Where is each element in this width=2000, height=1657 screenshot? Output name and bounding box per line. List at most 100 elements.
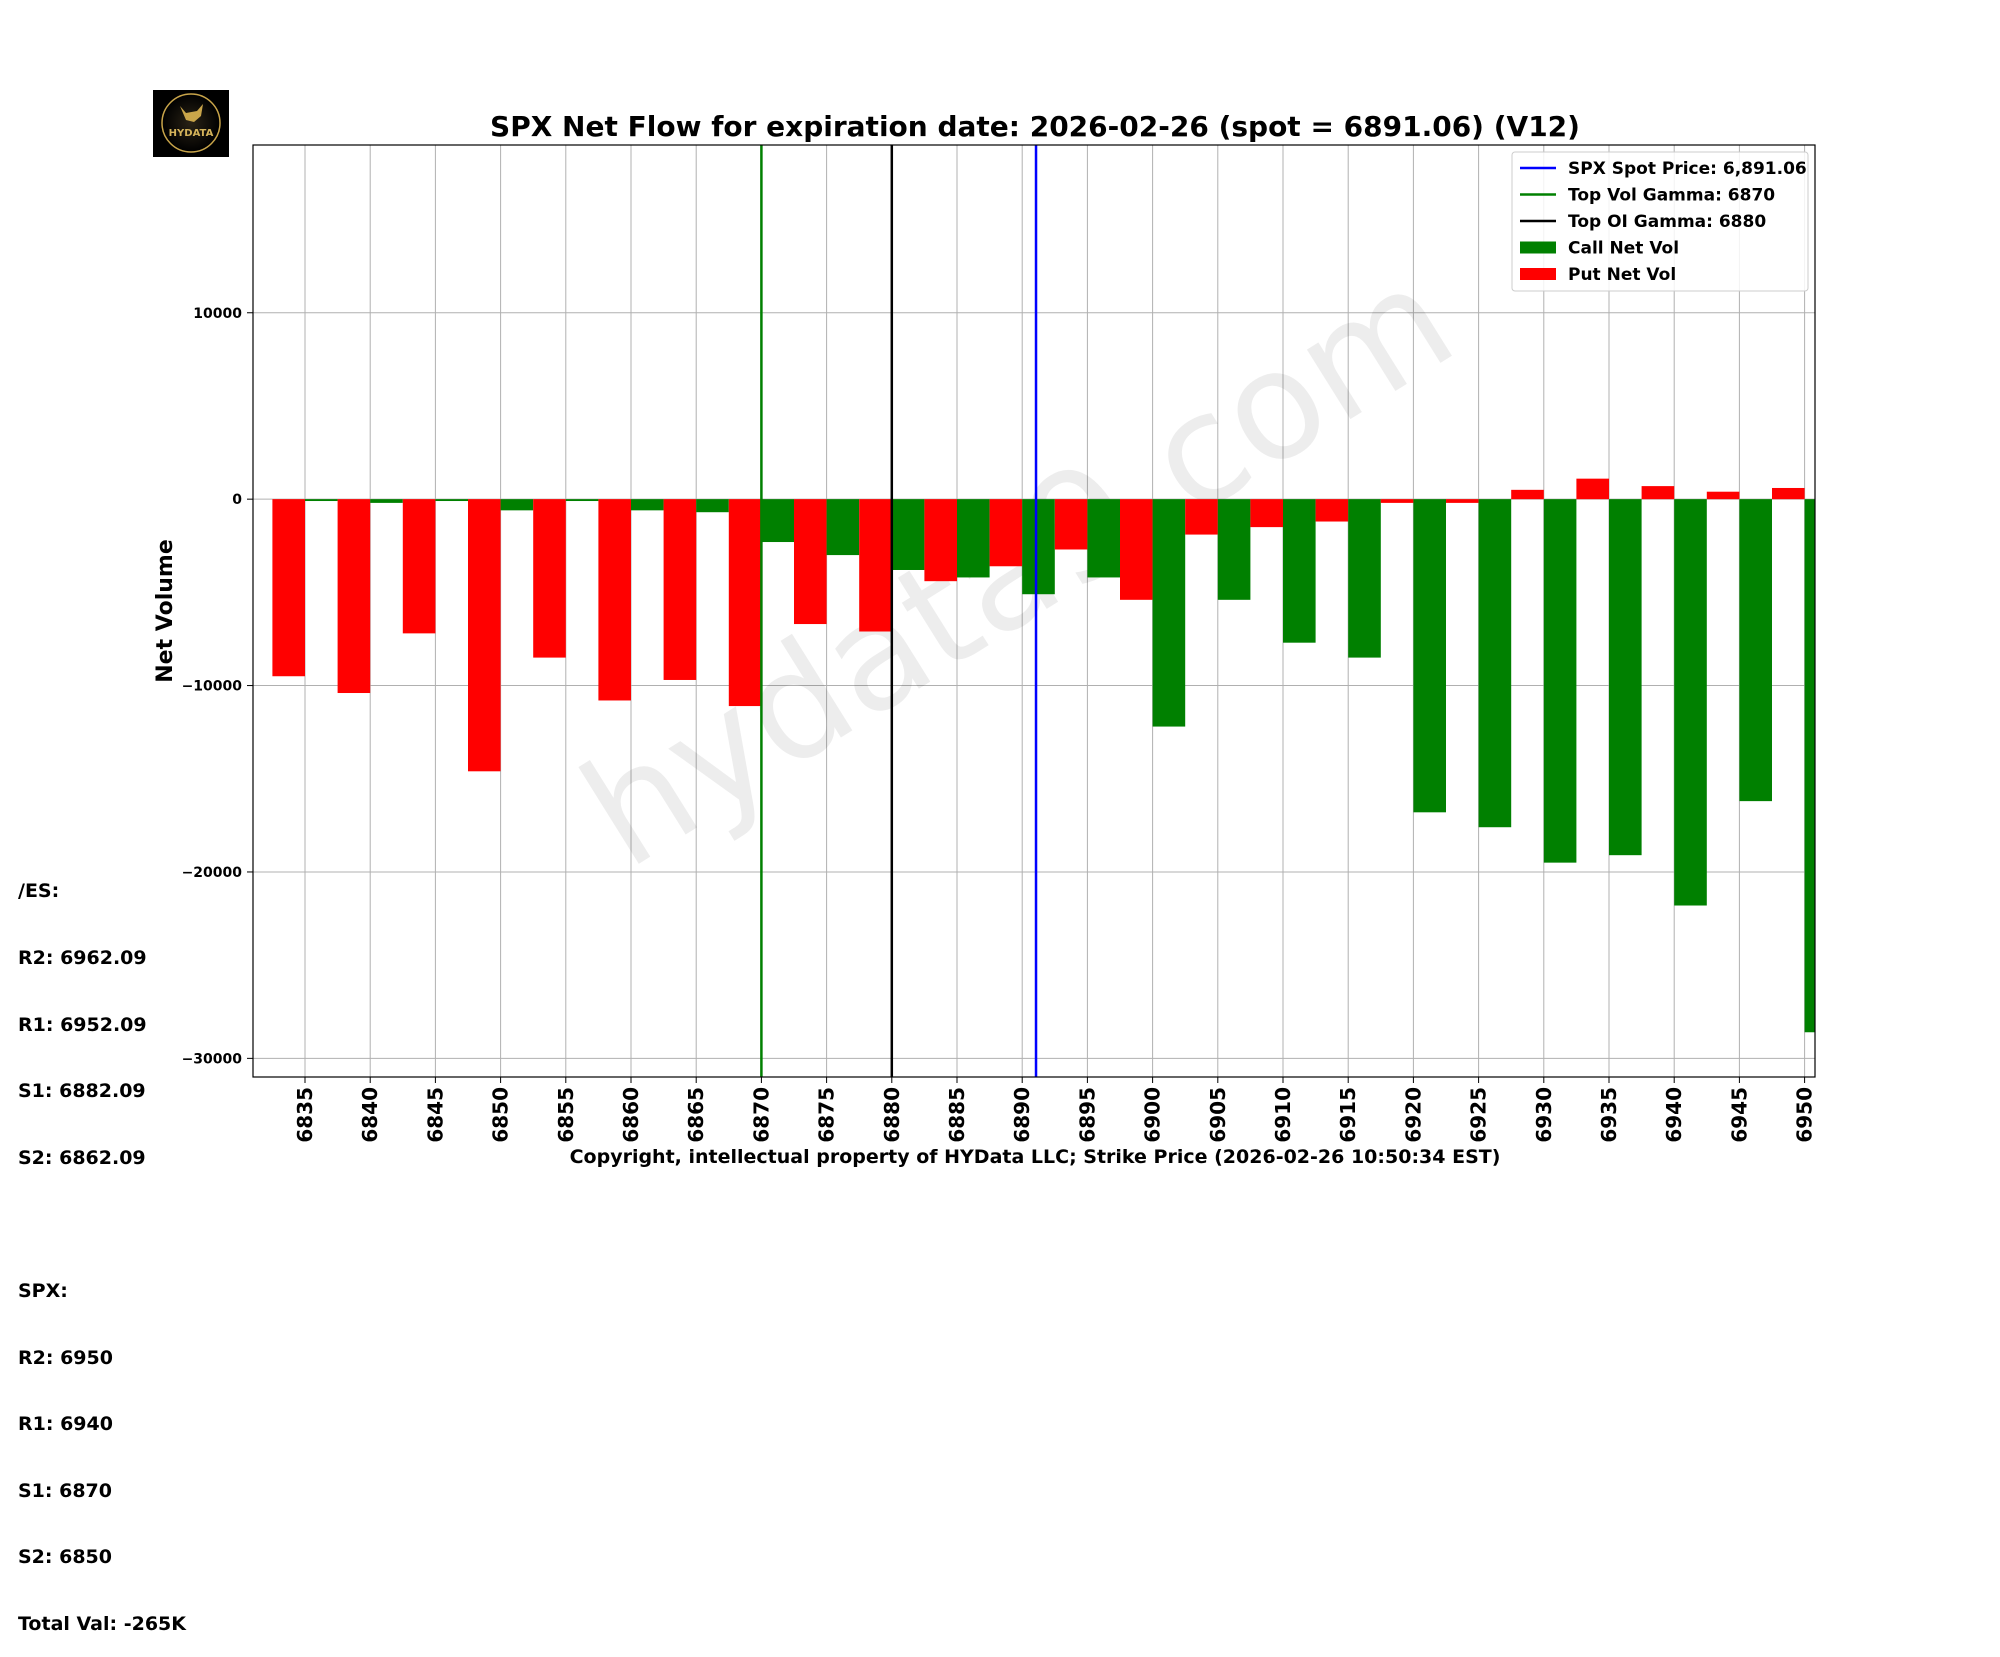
call-bar-6905 [1217, 499, 1251, 600]
bars [272, 478, 1815, 1033]
x-tick-label: 6920 [1401, 1087, 1425, 1143]
put-bar-6885 [924, 499, 957, 582]
reference-lines [760, 145, 1038, 1077]
x-tick-label: 6930 [1532, 1087, 1556, 1143]
put-bar-6845 [402, 499, 436, 634]
put-bar-6850 [468, 499, 501, 772]
put-bar-6910 [1250, 499, 1283, 528]
svg-text:HYDATA: HYDATA [169, 128, 214, 139]
hydata-logo: HYDATA [153, 90, 229, 157]
x-tick-label: 6885 [945, 1087, 969, 1143]
put-bar-6900 [1120, 499, 1153, 600]
es-r1: R1: 6952.09 [18, 1013, 147, 1036]
call-bar-6935 [1609, 499, 1642, 856]
x-tick-label: 6915 [1336, 1087, 1360, 1143]
legend-label: Put Net Vol [1568, 265, 1676, 285]
put-bar-6905 [1185, 499, 1218, 535]
spacer [18, 1213, 186, 1235]
x-tick-label: 6875 [815, 1087, 839, 1143]
call-bar-6915 [1348, 499, 1381, 658]
call-bar-6930 [1543, 499, 1577, 863]
put-bar-6920 [1380, 499, 1414, 503]
x-tick-label: 6870 [749, 1087, 773, 1143]
x-tick-label: 6950 [1793, 1087, 1817, 1143]
chart-title: SPX Net Flow for expiration date: 2026-0… [490, 110, 1580, 143]
put-bar-6930 [1511, 489, 1544, 500]
put-bar-6950 [1772, 487, 1805, 500]
x-tick-label: 6925 [1467, 1087, 1491, 1143]
x-tick-label: 6900 [1141, 1087, 1165, 1143]
x-tick-label: 6865 [684, 1087, 708, 1143]
put-bar-6855 [533, 499, 566, 658]
put-bar-6895 [1054, 499, 1088, 550]
spx-r1: R1: 6940 [18, 1413, 113, 1436]
spx-r2: R2: 6950 [18, 1346, 113, 1369]
call-bar-6920 [1413, 499, 1446, 813]
levels-panel: /ES: R2: 6962.09 R1: 6952.09 S1: 6882.09… [18, 836, 186, 1657]
y-axis-label: Net Volume [153, 539, 178, 683]
put-bar-6935 [1576, 478, 1609, 500]
x-tick-label: 6845 [423, 1087, 447, 1143]
call-bar-6855 [565, 499, 599, 502]
call-bar-6835 [305, 499, 338, 502]
call-bar-6845 [435, 499, 468, 502]
legend-patch-swatch [1520, 241, 1556, 254]
put-bar-6890 [989, 499, 1023, 567]
legend-label: SPX Spot Price: 6,891.06 [1568, 159, 1807, 179]
call-bar-6900 [1152, 499, 1186, 727]
es-r2: R2: 6962.09 [18, 947, 147, 969]
put-bar-6835 [272, 499, 305, 677]
call-bar-6850 [500, 499, 534, 511]
legend-label: Call Net Vol [1568, 239, 1679, 259]
call-bar-6885 [957, 499, 990, 578]
x-tick-label: 6895 [1075, 1087, 1099, 1143]
put-bar-6875 [794, 499, 827, 625]
y-tick-label: −30000 [182, 1051, 243, 1067]
legend-patch-swatch [1520, 268, 1556, 280]
legend: SPX Spot Price: 6,891.06 Top Vol Gamma: 6… [1511, 151, 1809, 292]
spx-s1: S1: 6870 [18, 1479, 112, 1502]
x-tick-label: 6940 [1662, 1087, 1686, 1143]
x-tick-label: 6905 [1206, 1087, 1230, 1143]
es-s2: S2: 6862.09 [18, 1146, 146, 1169]
y-tick-label: −10000 [182, 679, 243, 695]
es-header: /ES: [18, 880, 60, 903]
y-tick-label: 10000 [193, 306, 242, 322]
y-tick-label: 0 [232, 492, 242, 508]
x-tick-label: 6860 [619, 1087, 643, 1143]
put-bar-6840 [337, 499, 371, 694]
call-bar-6925 [1478, 499, 1512, 828]
call-bar-6865 [696, 499, 729, 513]
x-tick-label: 6935 [1597, 1087, 1621, 1143]
x-axis-label: Copyright, intellectual property of HYDa… [570, 1146, 1501, 1168]
x-tick-label: 6880 [880, 1087, 904, 1143]
es-s1: S1: 6882.09 [18, 1080, 146, 1103]
call-bar-6860 [631, 499, 664, 511]
put-bar-6925 [1446, 499, 1479, 503]
x-tick-label: 6850 [489, 1087, 513, 1143]
put-bar-6870 [728, 499, 762, 707]
x-tick-label: 6945 [1727, 1087, 1751, 1143]
spx-s2: S2: 6850 [18, 1546, 112, 1569]
x-tick-label: 6910 [1271, 1087, 1295, 1143]
x-tick-label: 6855 [554, 1087, 578, 1143]
put-bar-6940 [1641, 486, 1675, 500]
call-bar-6890 [1022, 499, 1055, 595]
call-bar-6870 [761, 499, 794, 543]
legend-box [1511, 151, 1809, 292]
call-bar-6840 [370, 499, 403, 503]
legend-label: Top Vol Gamma: 6870 [1568, 186, 1775, 206]
axis-ticks: 6835 6840 6845 6850 6855 6860 6865 6870 6875 6880… [182, 306, 1817, 1143]
call-bar-6945 [1739, 499, 1772, 802]
x-tick-label: 6890 [1010, 1087, 1034, 1143]
put-bar-6915 [1315, 499, 1349, 522]
total-value: Total Val: -265K [18, 1612, 187, 1635]
call-bar-6880 [891, 499, 925, 570]
plot-frame [252, 144, 1816, 1078]
y-tick-label: −20000 [182, 865, 243, 881]
x-tick-label: 6840 [358, 1087, 382, 1143]
call-bar-6895 [1087, 499, 1120, 578]
put-bar-6880 [859, 499, 892, 632]
x-tick-label: 6835 [293, 1087, 317, 1143]
call-bar-6950 [1804, 499, 1815, 1033]
